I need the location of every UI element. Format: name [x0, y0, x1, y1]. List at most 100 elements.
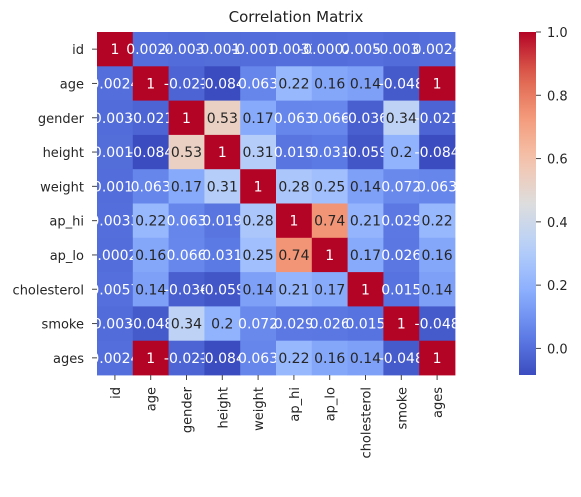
- colorbar-tick-label: 0.8: [547, 89, 568, 104]
- x-tick-label: smoke: [395, 387, 410, 429]
- x-tick-label: weight: [252, 387, 267, 431]
- cell-annotation: 0.16: [314, 76, 345, 92]
- heatmap-cell: [204, 306, 241, 342]
- heatmap-cell: [419, 237, 456, 273]
- heatmap-cell: [383, 134, 420, 170]
- cell-annotation: -0.00024: [298, 42, 361, 58]
- heatmap-cell: [383, 306, 420, 342]
- cell-annotation: 0.53: [207, 111, 238, 127]
- heatmap-cell: [276, 306, 313, 342]
- cell-annotation: 0.16: [314, 351, 345, 367]
- cell-annotation: 0.0057: [341, 42, 390, 58]
- cell-annotation: -0.0013: [88, 179, 142, 195]
- cell-annotation: 0.17: [243, 111, 274, 127]
- x-tick-label: ages: [431, 387, 446, 418]
- cell-annotation: -0.0035: [159, 42, 213, 58]
- cell-annotation: 1: [325, 248, 334, 264]
- heatmap-cell: [419, 134, 456, 170]
- cell-annotation: 1: [110, 42, 119, 58]
- cell-annotation: -0.084: [200, 351, 245, 367]
- chart-title: Correlation Matrix: [229, 8, 364, 26]
- heatmap-cell: [168, 134, 205, 170]
- heatmap-cell: [419, 66, 456, 101]
- cell-annotation: 0.25: [314, 179, 345, 195]
- y-tick-label: weight: [40, 180, 84, 195]
- cell-annotation: 0.026: [310, 317, 350, 333]
- cell-annotation: 0.015: [381, 282, 421, 298]
- cell-annotation: -0.021: [128, 111, 173, 127]
- cell-annotation: 0.28: [278, 179, 309, 195]
- heatmap-cell: [168, 237, 205, 273]
- heatmap-cell: [132, 237, 169, 273]
- cell-annotation: 0.16: [422, 248, 453, 264]
- cell-annotation: 0.17: [171, 179, 202, 195]
- heatmap-cell: [311, 237, 348, 273]
- cell-annotation: -0.048: [415, 317, 460, 333]
- cell-annotation: -0.021: [415, 111, 460, 127]
- heatmap-cell: [419, 169, 456, 204]
- heatmap-cell: [311, 272, 348, 307]
- heatmap-cell: [276, 100, 313, 136]
- heatmap-cell: [383, 237, 420, 273]
- heatmap-cell: [347, 66, 384, 101]
- heatmap-cell: [97, 340, 134, 376]
- heatmap-cell: [240, 134, 277, 170]
- cell-annotation: 1: [433, 351, 442, 367]
- heatmap-cell: [383, 272, 420, 307]
- heatmap-cell: [347, 306, 384, 342]
- heatmap-cell: [383, 100, 420, 136]
- cell-annotation: 0.019: [202, 214, 242, 230]
- cell-annotation: 0.22: [278, 351, 309, 367]
- colorbar: 0.0 0.2 0.4 0.6 0.8 1.0: [519, 26, 568, 375]
- cell-annotation: 0.072: [238, 317, 278, 333]
- cell-annotation: 0.2: [211, 317, 233, 333]
- cell-annotation: 0.019: [274, 145, 314, 161]
- heatmap-cell: [97, 66, 134, 101]
- cell-annotation: 0.063: [238, 76, 278, 92]
- heatmap-cell: [204, 169, 241, 204]
- cell-annotation: 0.14: [135, 282, 166, 298]
- cell-annotation: 0.063: [131, 179, 171, 195]
- cell-annotation: 1: [146, 76, 155, 92]
- heatmap-cell: [204, 203, 241, 239]
- cell-annotation: 0.14: [350, 179, 381, 195]
- heatmap-cell: [347, 134, 384, 170]
- cell-annotation: 0.0024: [413, 42, 462, 58]
- cell-annotation: 1: [254, 179, 263, 195]
- heatmap-cell: [276, 203, 313, 239]
- cell-annotation: -0.084: [200, 76, 245, 92]
- heatmap-cell: [347, 272, 384, 307]
- cell-annotation: -0.0013: [231, 42, 285, 58]
- cell-annotation: 0.063: [417, 179, 457, 195]
- cell-annotation: 1: [361, 282, 370, 298]
- cell-annotation: 0.74: [278, 248, 309, 264]
- heatmap-cell: [240, 66, 277, 101]
- cell-annotation: 0.31: [243, 145, 274, 161]
- y-tick-label: ages: [53, 352, 84, 367]
- cell-annotation: 0.0024: [90, 351, 139, 367]
- heatmap-cell: [132, 66, 169, 101]
- y-tick-labels: id age gender height weight ap_hi ap_locholest…: [13, 43, 97, 367]
- heatmap-cell: [419, 340, 456, 376]
- heatmap-cell: [97, 134, 134, 170]
- heatmap-cell: [168, 203, 205, 239]
- heatmap-cell: [240, 32, 277, 67]
- heatmap-cell: [276, 134, 313, 170]
- y-tick-label: gender: [38, 112, 85, 127]
- x-tick-label: id: [109, 387, 124, 399]
- x-tick-label: age: [145, 387, 160, 411]
- heatmap-cell: [383, 203, 420, 239]
- cell-annotation: 0.22: [422, 214, 453, 230]
- heatmap-cell: [383, 66, 420, 101]
- cell-annotation: -0.0037: [374, 42, 428, 58]
- heatmap-cell: [311, 169, 348, 204]
- cell-annotation: -0.048: [128, 317, 173, 333]
- cell-annotation: 1: [397, 317, 406, 333]
- colorbar-tick-label: 0.6: [547, 153, 568, 168]
- heatmap-cell: [168, 272, 205, 307]
- cell-annotation: 1: [218, 145, 227, 161]
- heatmap-cell: [276, 66, 313, 101]
- heatmap-cell: [311, 32, 348, 67]
- cell-annotation: -0.0019: [88, 145, 142, 161]
- cell-annotation: -0.021: [164, 351, 209, 367]
